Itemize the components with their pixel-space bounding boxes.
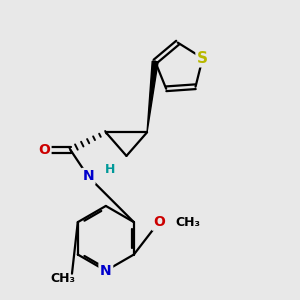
Text: H: H bbox=[105, 163, 116, 176]
Text: CH₃: CH₃ bbox=[175, 216, 200, 229]
Polygon shape bbox=[147, 61, 158, 132]
Text: O: O bbox=[38, 143, 50, 157]
Text: N: N bbox=[82, 169, 94, 184]
Text: O: O bbox=[153, 215, 165, 229]
Text: CH₃: CH₃ bbox=[51, 272, 76, 285]
Text: N: N bbox=[100, 264, 112, 278]
Text: S: S bbox=[197, 51, 208, 66]
